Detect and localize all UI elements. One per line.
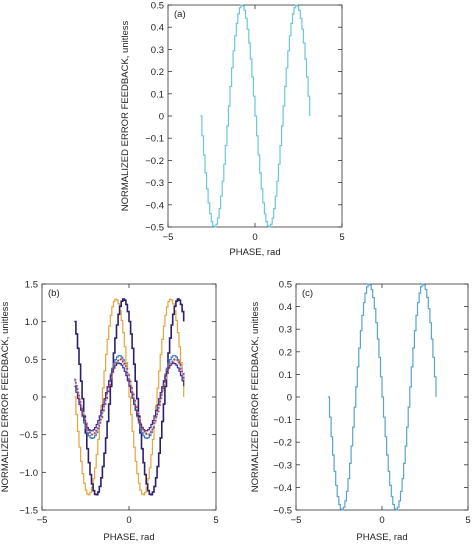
x-tick-label: 0: [126, 515, 131, 526]
y-tick-label: 0.2: [151, 67, 164, 78]
x-tick-label: −5: [37, 515, 48, 526]
y-tick-label: 0: [159, 112, 164, 123]
series-line-0: [328, 283, 437, 511]
y-tick-label: 0.5: [25, 355, 38, 366]
x-tick-label: −5: [291, 515, 302, 526]
y-tick-label: 0: [287, 393, 292, 404]
y-tick-label: 1.5: [25, 280, 38, 291]
x-tick-label: 0: [252, 232, 257, 243]
y-axis-label: NORMALIZED ERROR FEEDBACK, unitless: [120, 20, 131, 211]
y-tick-label: 0.1: [151, 89, 164, 100]
y-tick-label: −0.3: [273, 460, 292, 471]
x-tick-label: 5: [465, 515, 470, 526]
x-tick-label: 0: [379, 515, 384, 526]
y-axis-label: NORMALIZED ERROR FEEDBACK, unitless: [250, 301, 261, 492]
y-tick-label: −0.5: [19, 430, 38, 441]
series-line-1: [74, 298, 185, 496]
y-tick-label: −0.4: [145, 200, 164, 211]
y-tick-label: −0.2: [145, 156, 164, 167]
y-tick-label: 0.4: [151, 23, 164, 34]
y-tick-label: 1.0: [25, 317, 38, 328]
y-tick-label: −0.3: [145, 178, 164, 189]
x-tick-label: 5: [339, 232, 344, 243]
chart-panel-0: −5 0 5 −0.5 −0.4 −0.3 −0.2 −0.1 0 0.1 0.2 0.3 0.4 0.5…: [120, 1, 345, 259]
y-tick-label: −0.4: [273, 483, 292, 494]
series-line-0: [200, 4, 311, 228]
y-tick-label: 0.5: [151, 1, 164, 12]
y-tick-label: −0.1: [273, 415, 292, 426]
x-axis-label: PHASE, rad: [229, 247, 280, 258]
x-tick-label: −5: [163, 232, 174, 243]
x-axis-label: PHASE, rad: [356, 532, 407, 543]
x-axis-label: PHASE, rad: [103, 532, 154, 543]
y-tick-label: 0.4: [279, 302, 292, 313]
chart-panel-2: −5 0 5 −0.5 −0.4 −0.3 −0.2 −0.1 0 0.1 0.2 0.3 0.4 0.5…: [250, 280, 471, 544]
y-tick-label: −1.0: [19, 468, 38, 479]
x-tick-label: 5: [213, 515, 218, 526]
y-tick-label: −0.5: [145, 223, 164, 234]
y-tick-label: 0.1: [279, 370, 292, 381]
chart-panel-1: −5 0 5 −1.5 −1.0 −0.5 0 0.5 1.0 1.5 PHASE, rad NORM…: [0, 280, 219, 544]
y-tick-label: 0.3: [151, 45, 164, 56]
y-tick-label: 0.3: [279, 325, 292, 336]
y-tick-label: −0.2: [273, 438, 292, 449]
y-tick-label: −0.1: [145, 134, 164, 145]
y-tick-label: 0: [33, 393, 38, 404]
y-tick-label: 0.2: [279, 347, 292, 358]
panel-label: (b): [48, 288, 60, 299]
y-tick-label: −1.5: [19, 506, 38, 517]
panel-label: (c): [302, 288, 313, 299]
y-tick-label: −0.5: [273, 506, 292, 517]
panel-label: (a): [174, 9, 186, 20]
series-line-5: [74, 358, 185, 436]
y-axis-label: NORMALIZED ERROR FEEDBACK, unitless: [0, 301, 11, 492]
y-tick-label: 0.5: [279, 280, 292, 291]
